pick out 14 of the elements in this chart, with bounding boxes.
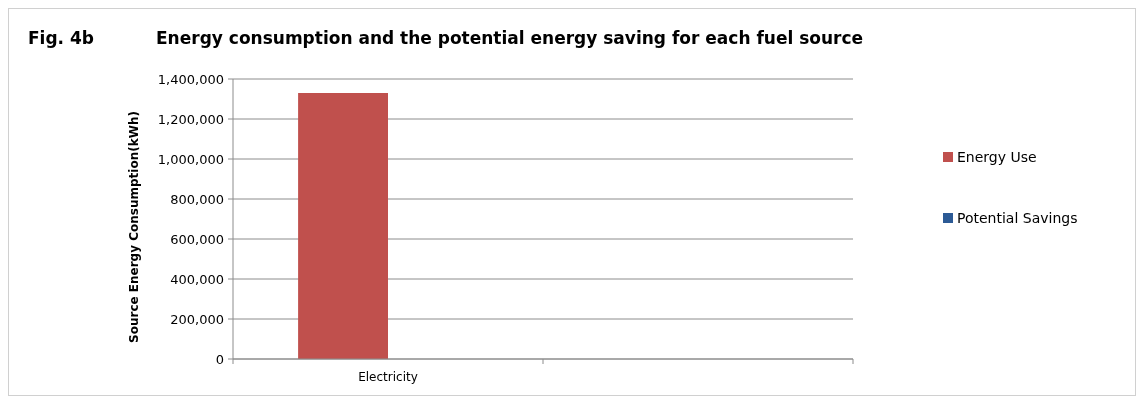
y-tick-label: 0 [215,351,224,367]
x-tick-label: Electricity [358,370,418,384]
y-tick-label: 400,000 [170,271,224,287]
y-tick-label: 800,000 [170,191,224,207]
y-tick-label: 1,000,000 [157,151,224,167]
legend-label: Energy Use [957,148,1037,165]
y-tick-label: 1,200,000 [157,111,224,127]
y-tick-label: 600,000 [170,231,224,247]
chart-title: Energy consumption and the potential energy saving for each fuel source [156,28,864,48]
caption: Fig. 4b [28,28,94,48]
y-axis-title: Source Energy Consumption(kWh) [127,111,141,343]
y-tick-label: 1,400,000 [157,71,224,87]
legend-label: Potential Savings [957,209,1078,226]
y-tick-label: 200,000 [170,311,224,327]
